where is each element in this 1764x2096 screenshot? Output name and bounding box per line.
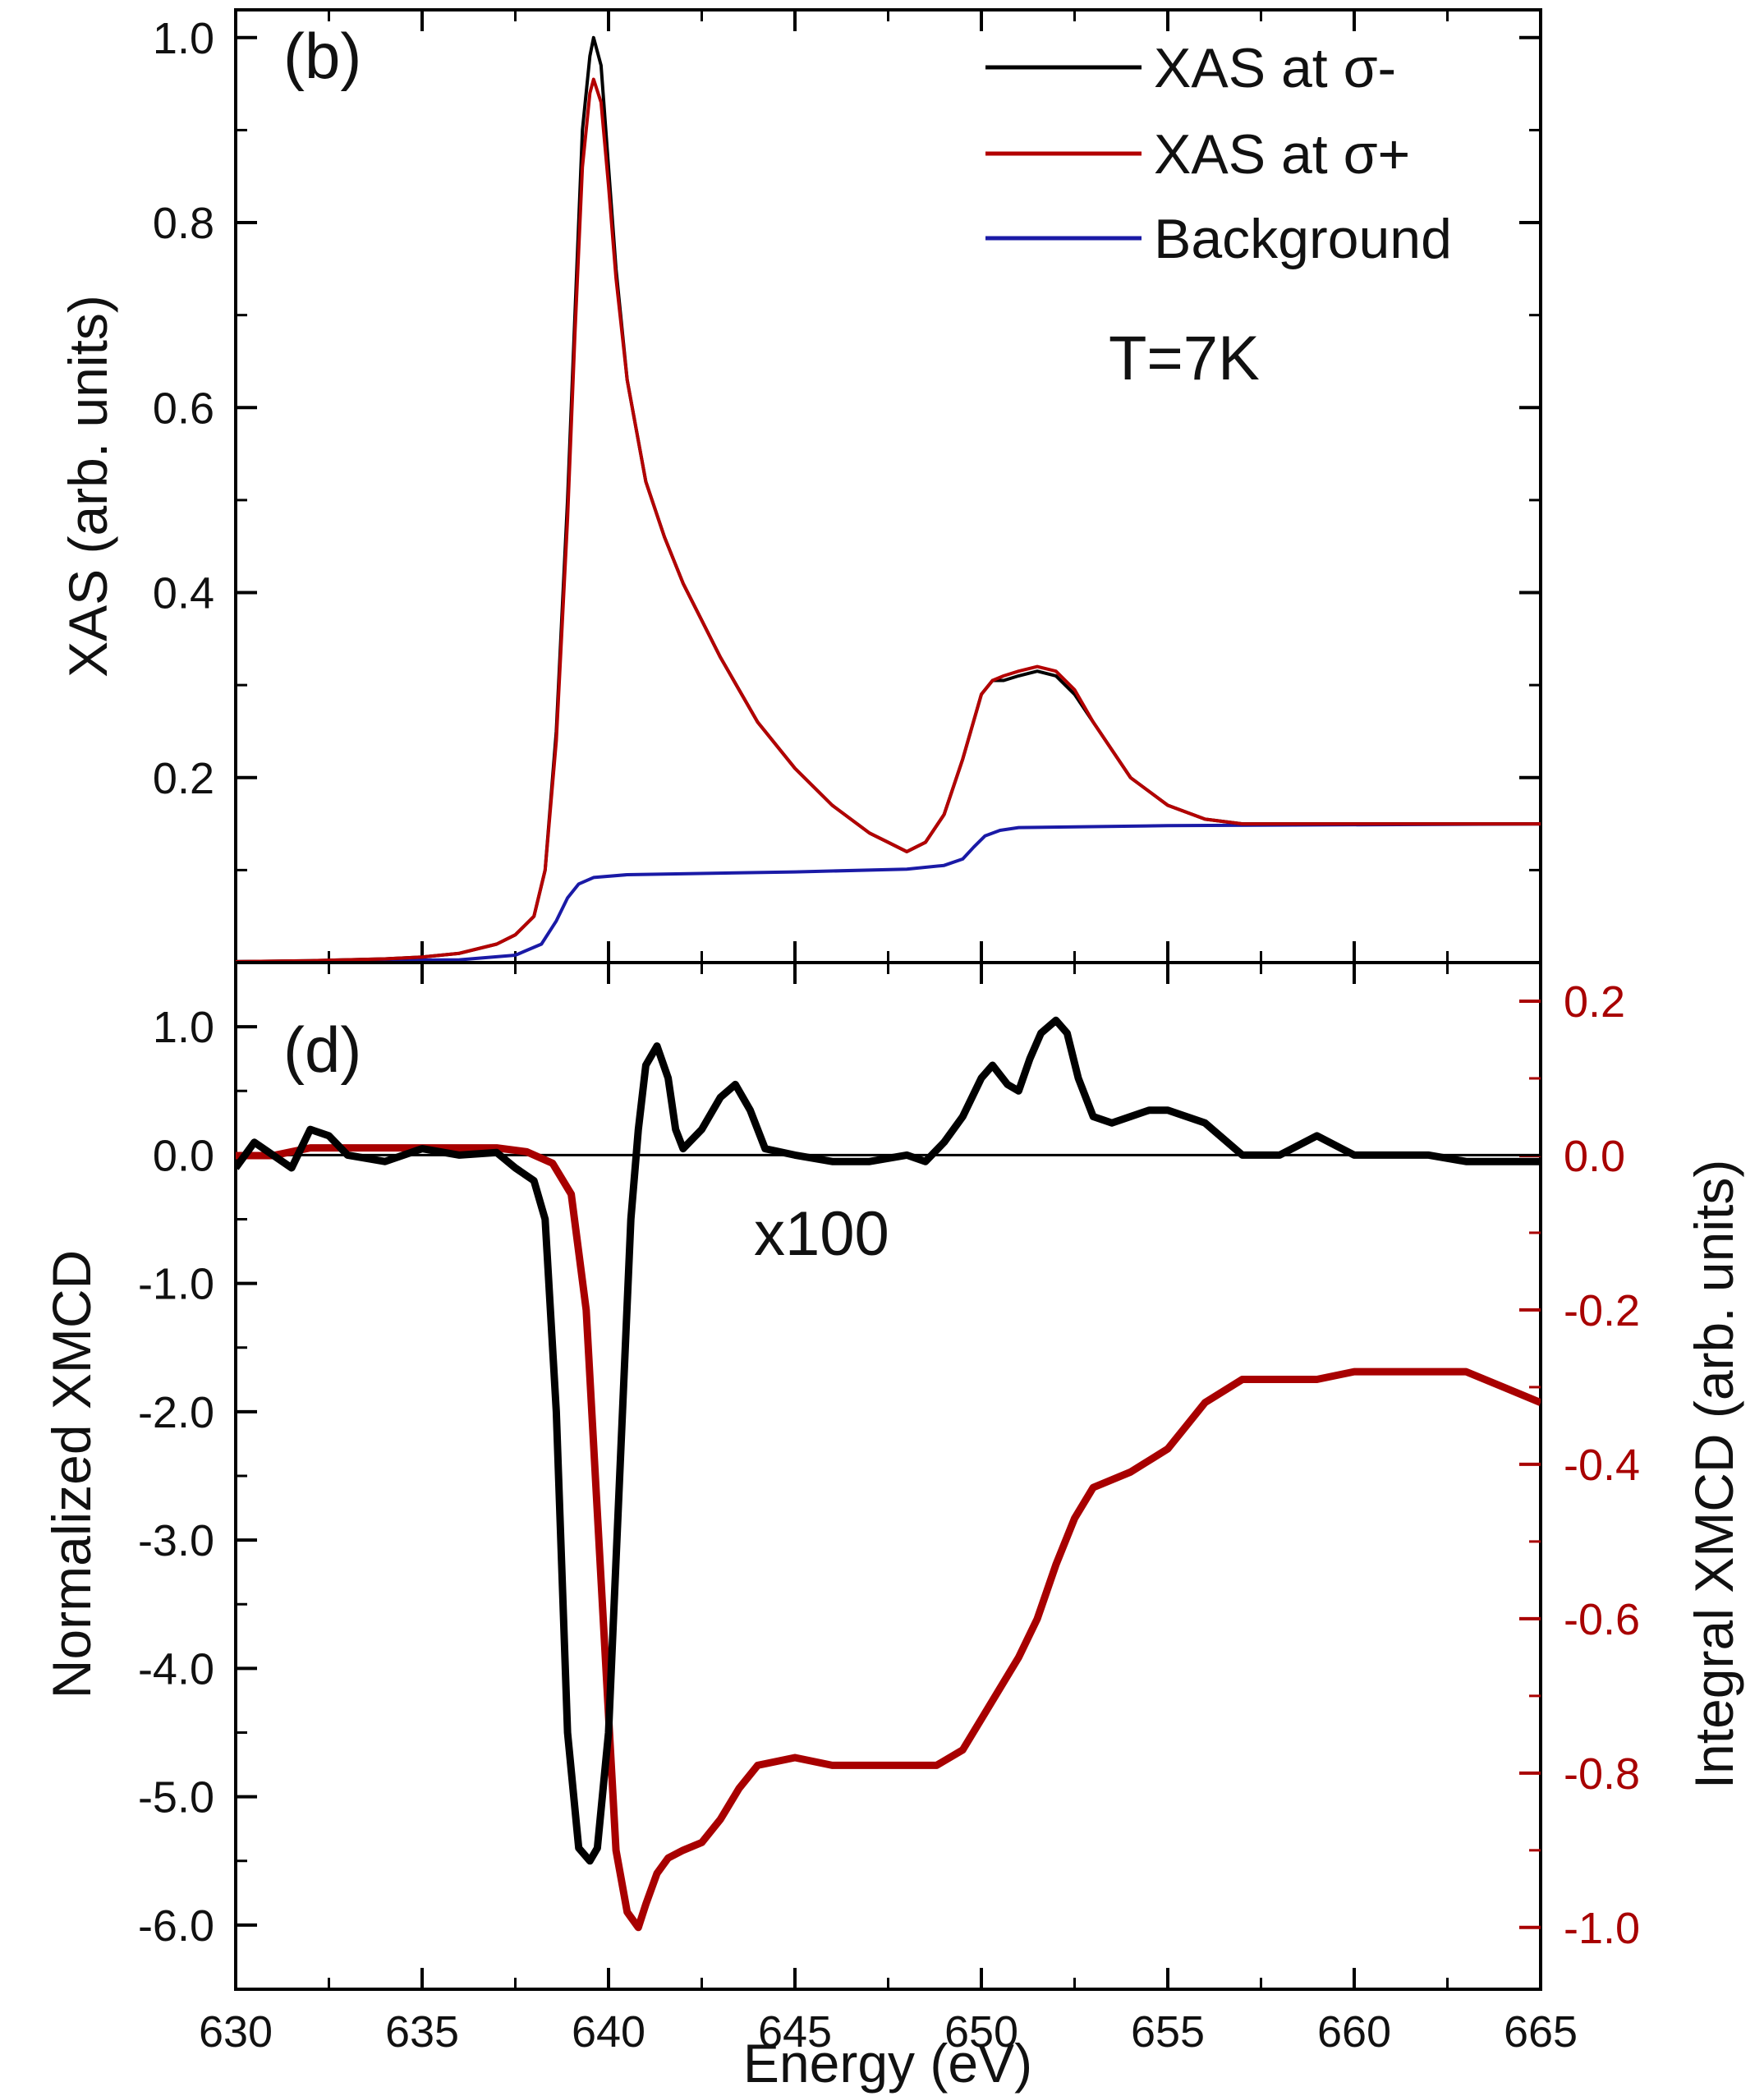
panel-b: 0.2 0.4 0.6 0.8 1.0 (b) T=7K XAS at σ- XAS a… bbox=[57, 8, 1542, 964]
panel-d-ytick-label: -2.0 bbox=[138, 1388, 214, 1437]
normalized-xmcd-line bbox=[236, 1016, 1541, 1865]
panel-d-frame bbox=[234, 961, 1542, 1991]
panel-b-ytick-label: 0.8 bbox=[153, 199, 214, 248]
x-tick-label: 655 bbox=[1131, 2007, 1205, 2057]
panel-d-ytick-right-label: -0.4 bbox=[1564, 1441, 1640, 1490]
panel-b-ytick-label: 0.4 bbox=[153, 569, 214, 618]
panel-b-y-axis-label: XAS (arb. units) bbox=[57, 295, 118, 678]
legend-label-sigma-minus: XAS at σ- bbox=[1154, 37, 1396, 99]
panel-d-ytick-right-label: -0.6 bbox=[1564, 1595, 1640, 1644]
panel-d-y-axis-label: Normalized XMCD bbox=[41, 1250, 102, 1698]
panel-d-ytick-right-label: -1.0 bbox=[1564, 1904, 1640, 1953]
integral-xmcd-line bbox=[236, 1144, 1541, 1932]
panel-d-ticks: 1.0 0.0 -1.0 -2.0 -3.0 -4.0 -5.0 -6.0 0.2 0.0 -0.2… bbox=[138, 963, 1640, 2057]
panel-b-ytick-label: 1.0 bbox=[153, 14, 214, 63]
panel-d-ytick-right-label: 0.2 bbox=[1564, 977, 1625, 1027]
panel-b-ytick-label: 0.6 bbox=[153, 384, 214, 433]
panel-b-ytick-label: 0.2 bbox=[153, 754, 214, 803]
panel-d-ytick-label: -6.0 bbox=[138, 1901, 214, 1951]
panel-d-right-y-axis-label: Integral XMCD (arb. units) bbox=[1684, 1160, 1744, 1790]
x-tick-label: 645 bbox=[758, 2007, 832, 2057]
panel-d-label: (d) bbox=[283, 1014, 361, 1086]
panel-d-ytick-right-label: 0.0 bbox=[1564, 1132, 1625, 1181]
legend-label-sigma-plus: XAS at σ+ bbox=[1154, 123, 1410, 186]
panel-b-ticks: 0.2 0.4 0.6 0.8 1.0 bbox=[153, 10, 1542, 963]
x-axis-label: Energy (eV) bbox=[743, 2033, 1032, 2094]
panel-d-ytick-right-label: -0.8 bbox=[1564, 1749, 1640, 1799]
panel-d-ytick-right-label: -0.2 bbox=[1564, 1286, 1640, 1335]
panel-d-ytick-label: 1.0 bbox=[153, 1003, 214, 1052]
panel-b-label: (b) bbox=[283, 20, 361, 92]
x-tick-label: 660 bbox=[1317, 2007, 1391, 2057]
legend-label-background: Background bbox=[1154, 208, 1452, 270]
temperature-annotation: T=7K bbox=[1109, 324, 1260, 393]
panel-d-ytick-label: 0.0 bbox=[153, 1131, 214, 1180]
panel-d-ytick-label: -1.0 bbox=[138, 1260, 214, 1309]
scale-annotation: x100 bbox=[754, 1199, 889, 1269]
x-tick-label: 635 bbox=[385, 2007, 459, 2057]
panel-d-ytick-label: -4.0 bbox=[138, 1644, 214, 1694]
x-tick-label: 665 bbox=[1504, 2007, 1578, 2057]
xas-sigma-plus-line bbox=[236, 77, 1541, 963]
x-tick-label: 630 bbox=[199, 2007, 273, 2057]
panel-d-ytick-label: -5.0 bbox=[138, 1773, 214, 1823]
panel-d-ytick-label: -3.0 bbox=[138, 1516, 214, 1565]
x-tick-label: 640 bbox=[572, 2007, 645, 2057]
background-line bbox=[236, 822, 1541, 963]
x-tick-label: 650 bbox=[944, 2007, 1018, 2057]
legend: XAS at σ- XAS at σ+ Background bbox=[985, 37, 1452, 270]
panel-d: 1.0 0.0 -1.0 -2.0 -3.0 -4.0 -5.0 -6.0 0.2 0.0 -0.2… bbox=[41, 961, 1744, 2094]
